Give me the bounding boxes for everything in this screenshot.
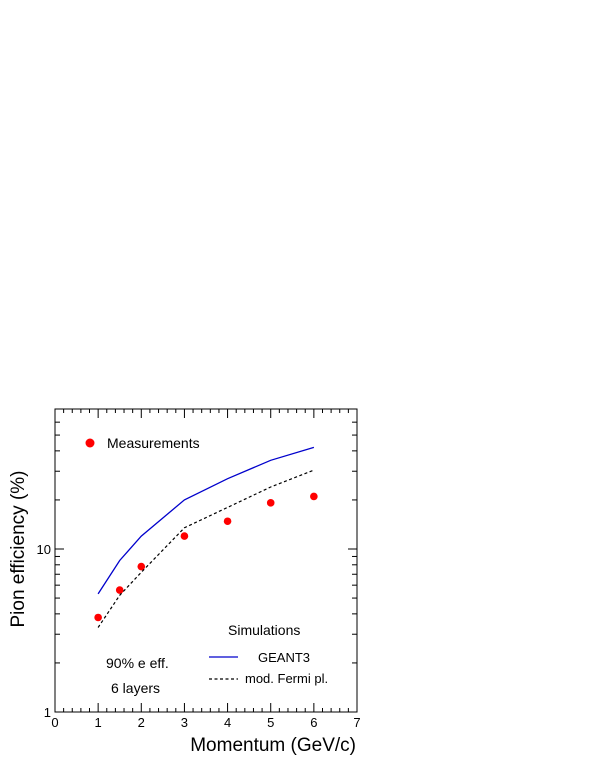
series-layer xyxy=(94,446,318,628)
legend-geant-label: GEANT3 xyxy=(258,650,310,665)
x-tick-label: 7 xyxy=(353,715,360,730)
legend-simulations-title: Simulations xyxy=(228,622,300,638)
annotation-efficiency: 90% e eff. xyxy=(106,655,169,671)
x-tick-label: 6 xyxy=(310,715,317,730)
x-axis-label: Momentum (GeV/c) xyxy=(190,735,356,756)
x-tick-label: 3 xyxy=(181,715,188,730)
x-tick-label: 4 xyxy=(224,715,231,730)
fermi-series-line xyxy=(97,469,315,628)
legend-measurements-marker xyxy=(85,438,95,448)
measurement-point xyxy=(137,562,146,571)
y-tick-label: 10 xyxy=(37,542,51,557)
measurement-point xyxy=(115,586,124,594)
measurement-point xyxy=(180,532,189,540)
plot-frame xyxy=(54,408,358,713)
y-tick-labels: 1 10 xyxy=(37,542,51,720)
annotation-layers: 6 layers xyxy=(111,680,160,696)
legend-fermi-label: mod. Fermi pl. xyxy=(245,671,328,686)
x-tick-label: 5 xyxy=(267,715,274,730)
measurement-point xyxy=(310,492,318,501)
x-tick-label: 2 xyxy=(138,715,145,730)
x-tick-labels: 0 1 2 3 4 5 6 7 xyxy=(51,715,360,730)
axis-ticks xyxy=(54,409,358,713)
y-axis-label: Pion efficiency (%) xyxy=(8,471,29,628)
legend: Measurements Simulations GEANT3 mod. Fer… xyxy=(85,435,328,686)
y-tick-label: 1 xyxy=(44,705,51,720)
geant-series-line xyxy=(97,446,315,595)
x-tick-label: 1 xyxy=(95,715,102,730)
measurement-point xyxy=(223,517,232,526)
measurement-point xyxy=(94,613,102,622)
measurement-point xyxy=(266,499,275,507)
x-tick-label: 0 xyxy=(51,715,58,730)
legend-measurements-label: Measurements xyxy=(107,435,200,451)
